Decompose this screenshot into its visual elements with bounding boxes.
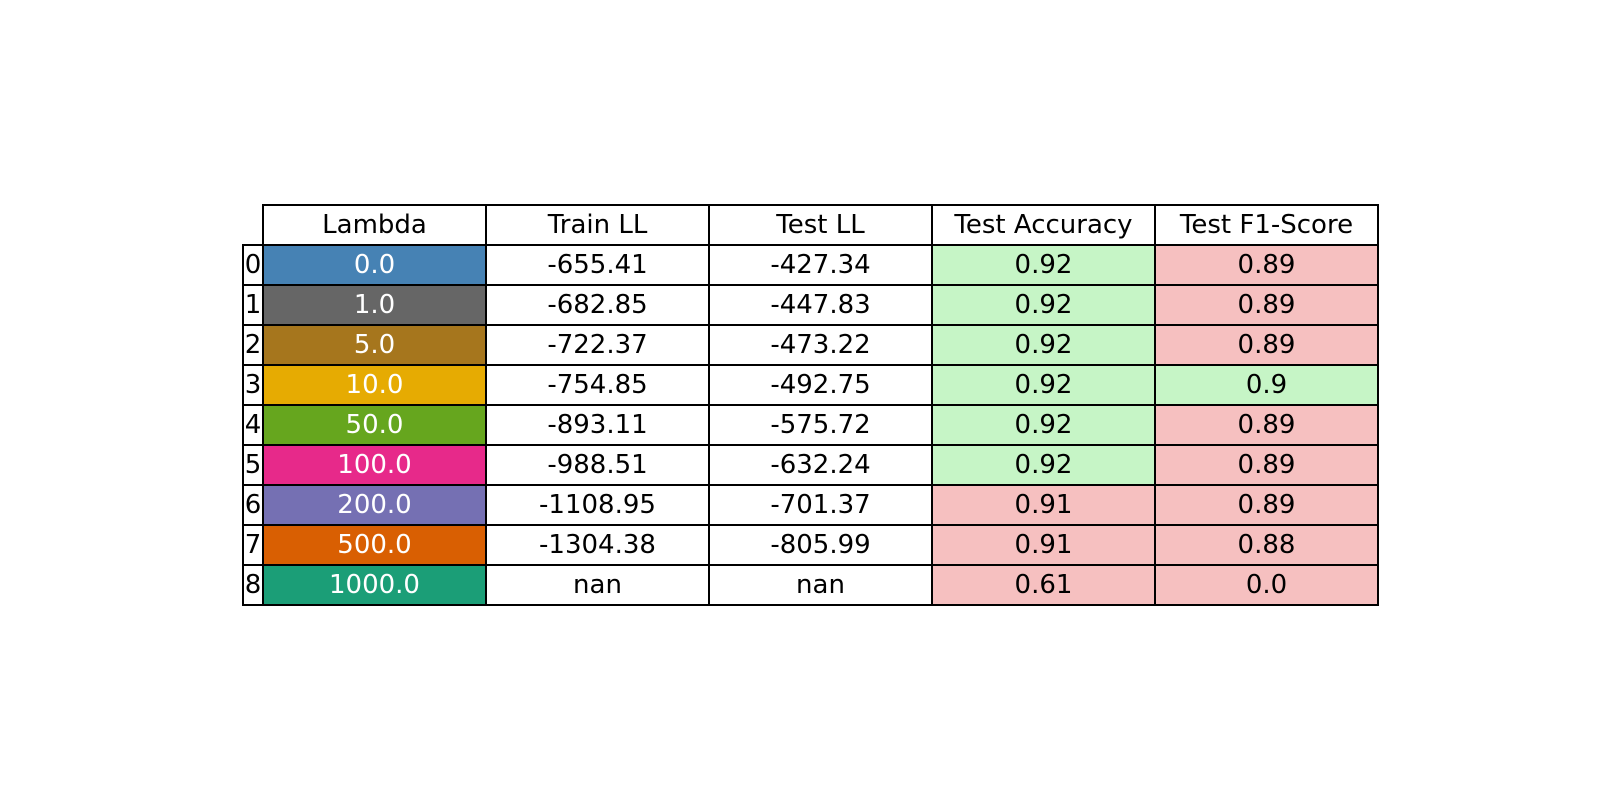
lambda-cell: 50.0 xyxy=(262,404,487,446)
row-index-cell: 2 xyxy=(242,324,264,366)
row-index-cell: 0 xyxy=(242,244,264,286)
test-ll-cell: -492.75 xyxy=(708,364,933,406)
train-ll-cell: -722.37 xyxy=(485,324,710,366)
table-row: 1 1.0 -682.85 -447.83 0.92 0.89 xyxy=(242,284,1379,326)
table-row: 3 10.0 -754.85 -492.75 0.92 0.9 xyxy=(242,364,1379,406)
column-header-test-ll: Test LL xyxy=(708,204,933,246)
column-header-test-accuracy: Test Accuracy xyxy=(931,204,1156,246)
table-row: 6 200.0 -1108.95 -701.37 0.91 0.89 xyxy=(242,484,1379,526)
test-accuracy-cell: 0.61 xyxy=(931,564,1156,606)
test-ll-cell: -447.83 xyxy=(708,284,933,326)
lambda-cell: 100.0 xyxy=(262,444,487,486)
test-f1-score-cell: 0.89 xyxy=(1154,444,1379,486)
column-header-lambda: Lambda xyxy=(262,204,487,246)
row-index-cell: 5 xyxy=(242,444,264,486)
table-row: 4 50.0 -893.11 -575.72 0.92 0.89 xyxy=(242,404,1379,446)
test-accuracy-cell: 0.92 xyxy=(931,444,1156,486)
column-header-test-f1-score: Test F1-Score xyxy=(1154,204,1379,246)
test-ll-cell: -575.72 xyxy=(708,404,933,446)
row-index-cell: 1 xyxy=(242,284,264,326)
lambda-cell: 200.0 xyxy=(262,484,487,526)
test-ll-cell: -701.37 xyxy=(708,484,933,526)
row-index-cell: 6 xyxy=(242,484,264,526)
header-corner xyxy=(243,205,263,245)
train-ll-cell: -988.51 xyxy=(485,444,710,486)
lambda-cell: 5.0 xyxy=(262,324,487,366)
test-accuracy-cell: 0.92 xyxy=(931,404,1156,446)
results-table: Lambda Train LL Test LL Test Accuracy Te… xyxy=(242,204,1379,606)
train-ll-cell: -1108.95 xyxy=(485,484,710,526)
lambda-cell: 1.0 xyxy=(262,284,487,326)
lambda-cell: 1000.0 xyxy=(262,564,487,606)
train-ll-cell: -1304.38 xyxy=(485,524,710,566)
test-ll-cell: -427.34 xyxy=(708,244,933,286)
row-index-cell: 8 xyxy=(242,564,264,606)
table-row: 8 1000.0 nan nan 0.61 0.0 xyxy=(242,564,1379,606)
train-ll-cell: -655.41 xyxy=(485,244,710,286)
table-row: 5 100.0 -988.51 -632.24 0.92 0.89 xyxy=(242,444,1379,486)
lambda-cell: 500.0 xyxy=(262,524,487,566)
test-f1-score-cell: 0.89 xyxy=(1154,324,1379,366)
train-ll-cell: nan xyxy=(485,564,710,606)
test-f1-score-cell: 0.89 xyxy=(1154,244,1379,286)
test-f1-score-cell: 0.89 xyxy=(1154,484,1379,526)
header-row: Lambda Train LL Test LL Test Accuracy Te… xyxy=(243,204,1379,246)
row-index-cell: 3 xyxy=(242,364,264,406)
train-ll-cell: -754.85 xyxy=(485,364,710,406)
test-accuracy-cell: 0.92 xyxy=(931,364,1156,406)
test-f1-score-cell: 0.9 xyxy=(1154,364,1379,406)
test-ll-cell: nan xyxy=(708,564,933,606)
test-accuracy-cell: 0.92 xyxy=(931,244,1156,286)
row-index-cell: 4 xyxy=(242,404,264,446)
test-accuracy-cell: 0.91 xyxy=(931,484,1156,526)
train-ll-cell: -682.85 xyxy=(485,284,710,326)
table-row: 0 0.0 -655.41 -427.34 0.92 0.89 xyxy=(242,244,1379,286)
test-f1-score-cell: 0.88 xyxy=(1154,524,1379,566)
lambda-cell: 0.0 xyxy=(262,244,487,286)
test-accuracy-cell: 0.92 xyxy=(931,284,1156,326)
train-ll-cell: -893.11 xyxy=(485,404,710,446)
column-header-train-ll: Train LL xyxy=(485,204,710,246)
lambda-cell: 10.0 xyxy=(262,364,487,406)
test-ll-cell: -805.99 xyxy=(708,524,933,566)
table-row: 7 500.0 -1304.38 -805.99 0.91 0.88 xyxy=(242,524,1379,566)
test-f1-score-cell: 0.0 xyxy=(1154,564,1379,606)
test-ll-cell: -473.22 xyxy=(708,324,933,366)
test-accuracy-cell: 0.92 xyxy=(931,324,1156,366)
test-f1-score-cell: 0.89 xyxy=(1154,284,1379,326)
test-accuracy-cell: 0.91 xyxy=(931,524,1156,566)
row-index-cell: 7 xyxy=(242,524,264,566)
table-row: 2 5.0 -722.37 -473.22 0.92 0.89 xyxy=(242,324,1379,366)
test-ll-cell: -632.24 xyxy=(708,444,933,486)
table-body: 0 0.0 -655.41 -427.34 0.92 0.89 1 1.0 -682.85 -44… xyxy=(242,244,1379,606)
test-f1-score-cell: 0.89 xyxy=(1154,404,1379,446)
